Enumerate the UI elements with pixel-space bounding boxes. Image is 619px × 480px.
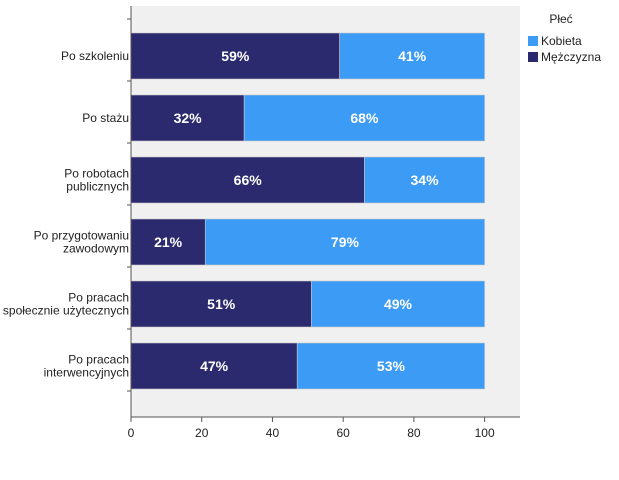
bar-kobieta-0[interactable] [339, 32, 485, 80]
data-label-mężczyzna-4: 51% [207, 296, 236, 312]
bar-mężczyzna-1[interactable] [130, 94, 245, 142]
category-label-0: Po szkoleniu [61, 49, 129, 63]
bar-kobieta-1[interactable] [243, 94, 485, 142]
bar-kobieta-4[interactable] [311, 280, 485, 328]
bar-mężczyzna-4[interactable] [130, 280, 312, 328]
x-tick-label: 40 [266, 426, 280, 440]
category-label-4-line0: Po pracach [68, 291, 129, 305]
data-label-mężczyzna-2: 66% [234, 172, 263, 188]
category-labels: Po szkoleniu Po stażu Po robotachpubliczny… [3, 49, 129, 380]
category-label-5-line0: Po pracach [68, 353, 129, 367]
category-label-4-line1: społecznie użytecznych [3, 304, 129, 318]
legend-label-kobieta: Kobieta [541, 34, 582, 48]
legend[interactable]: Płeć Kobieta Mężczyzna [528, 12, 601, 64]
x-tick-label: 60 [337, 426, 351, 440]
bar-mężczyzna-0[interactable] [130, 32, 340, 80]
data-label-kobieta-2: 34% [411, 172, 440, 188]
bar-kobieta-5[interactable] [296, 342, 485, 390]
x-tick-label: 0 [128, 426, 135, 440]
data-label-kobieta-0: 41% [398, 48, 427, 64]
bars-layer: 59% 41% 32% 68% 66% 34% 21% 79% 51% 49% 47% 53% [130, 32, 485, 390]
data-label-mężczyzna-1: 32% [174, 110, 203, 126]
legend-label-mężczyzna: Mężczyzna [541, 50, 601, 64]
data-label-mężczyzna-0: 59% [221, 48, 250, 64]
bar-mężczyzna-3[interactable] [130, 218, 206, 266]
axes-layer: 0 20 40 60 80 100 [127, 6, 520, 440]
x-tick-label: 100 [475, 426, 495, 440]
legend-title: Płeć [549, 12, 572, 26]
legend-swatch-kobieta [528, 36, 538, 46]
category-label-1: Po stażu [82, 111, 129, 125]
data-label-mężczyzna-3: 21% [154, 234, 183, 250]
data-label-kobieta-1: 68% [350, 110, 379, 126]
bar-kobieta-2[interactable] [364, 156, 485, 204]
category-label-3-line0: Po przygotowaniu [34, 229, 129, 243]
data-label-kobieta-5: 53% [377, 358, 406, 374]
bar-mężczyzna-5[interactable] [130, 342, 298, 390]
category-label-3-line1: zawodowym [63, 242, 129, 256]
bar-kobieta-3[interactable] [204, 218, 485, 266]
legend-swatch-mężczyzna [528, 52, 538, 62]
x-tick-label: 20 [195, 426, 209, 440]
category-label-2-line1: publicznych [66, 180, 129, 194]
data-label-mężczyzna-5: 47% [200, 358, 229, 374]
category-label-5-line1: interwencyjnych [44, 366, 129, 380]
data-label-kobieta-4: 49% [384, 296, 413, 312]
category-label-2-line0: Po robotach [64, 167, 129, 181]
data-label-kobieta-3: 79% [331, 234, 360, 250]
x-tick-label: 80 [407, 426, 421, 440]
